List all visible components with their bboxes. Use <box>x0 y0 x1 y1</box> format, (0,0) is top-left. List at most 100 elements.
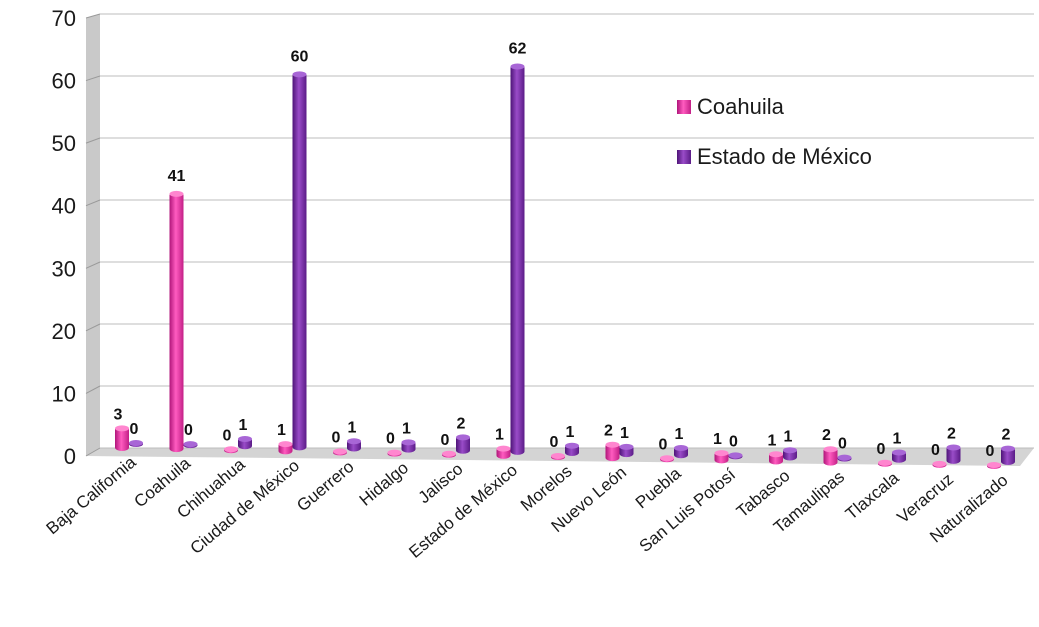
bar-body <box>169 191 184 453</box>
side-wall <box>86 14 100 456</box>
bar-cap <box>605 441 620 448</box>
bar <box>605 441 620 462</box>
legend-label: Coahuila <box>697 94 785 119</box>
gridline-depth <box>85 385 101 394</box>
bar-cap <box>224 446 238 453</box>
data-label: 2 <box>822 427 831 444</box>
data-label: 1 <box>784 428 793 445</box>
bar <box>987 462 1001 469</box>
bar-cap <box>292 71 307 78</box>
data-label: 1 <box>620 425 629 442</box>
category-label: Hidalgo <box>356 458 412 510</box>
bar <box>292 71 307 451</box>
y-tick-label: 60 <box>52 69 76 94</box>
data-label: 0 <box>184 422 193 439</box>
bar-cap <box>333 448 347 455</box>
bar-cap <box>169 190 184 197</box>
bar <box>347 438 361 452</box>
legend-swatch <box>677 150 691 164</box>
bar <box>660 455 674 463</box>
bar <box>932 460 947 468</box>
legend: Coahuila Estado de México <box>677 94 872 169</box>
bar <box>892 449 906 463</box>
data-label: 0 <box>838 436 847 453</box>
bar-cap <box>946 444 961 451</box>
gridlines <box>85 13 1034 457</box>
bar <box>551 453 565 460</box>
bar-body <box>510 64 525 455</box>
data-label: 2 <box>457 415 466 432</box>
bar-cap <box>115 425 129 432</box>
data-label: 0 <box>441 432 450 449</box>
bar-cap <box>238 436 252 443</box>
bar-cap <box>347 438 361 445</box>
legend-item: Estado de México <box>677 144 872 169</box>
data-label: 0 <box>877 441 886 458</box>
bar-body <box>946 445 961 464</box>
bar <box>115 425 129 451</box>
data-label: 1 <box>402 420 411 437</box>
data-label: 0 <box>223 427 232 444</box>
bar <box>238 436 252 450</box>
gridline-depth <box>85 199 101 207</box>
bar-cap <box>837 454 852 461</box>
legend-label: Estado de México <box>697 144 872 169</box>
bar-cap <box>387 449 402 456</box>
bar <box>946 444 961 464</box>
bar <box>878 459 892 467</box>
category-label: Jalisco <box>415 459 467 507</box>
data-label: 0 <box>729 433 738 450</box>
bar-cap <box>892 449 906 456</box>
bar-cap <box>769 451 783 458</box>
y-tick-label: 0 <box>64 444 76 469</box>
data-label: 1 <box>768 432 777 449</box>
bar <box>183 441 198 449</box>
gridline-depth <box>85 447 101 457</box>
bar-cap <box>674 445 688 452</box>
bar-cap <box>129 440 143 446</box>
data-label: 0 <box>986 443 995 460</box>
bar <box>714 450 729 464</box>
y-tick-label: 20 <box>52 319 76 344</box>
category-label: Puebla <box>632 463 685 512</box>
data-label: 1 <box>566 424 575 441</box>
y-tick-label: 50 <box>52 131 76 156</box>
gridline-depth <box>85 75 101 82</box>
data-label: 1 <box>893 431 902 448</box>
category-label: Baja California <box>43 452 140 538</box>
data-label: 1 <box>495 427 504 444</box>
bar <box>224 446 238 454</box>
bar-cap <box>442 450 456 457</box>
bar-body <box>115 426 129 451</box>
y-tick-label: 70 <box>52 6 76 31</box>
bar-cap <box>619 443 634 450</box>
data-label: 0 <box>659 436 668 453</box>
data-label: 2 <box>604 423 613 440</box>
bar-cap <box>456 434 470 441</box>
data-label: 0 <box>130 421 139 438</box>
data-label: 1 <box>277 422 286 439</box>
gridline-depth <box>85 13 101 19</box>
bar-cap <box>823 446 838 453</box>
bar-body <box>292 72 307 451</box>
data-label: 2 <box>947 425 956 442</box>
category-label: San Luis Potosí <box>636 465 740 556</box>
bar-cap <box>714 450 729 457</box>
legend-item: Coahuila <box>677 94 785 119</box>
bar <box>728 452 743 460</box>
bar-body <box>605 442 620 462</box>
data-label: 62 <box>509 40 527 57</box>
bar <box>674 445 688 459</box>
legend-swatch <box>677 100 691 114</box>
bar-cap <box>401 439 416 446</box>
bar <box>401 439 416 453</box>
bar <box>129 440 143 447</box>
bar-cap <box>278 441 293 448</box>
y-tick-label: 40 <box>52 194 76 219</box>
data-label: 0 <box>550 434 559 451</box>
y-tick-label: 10 <box>52 381 76 406</box>
bar <box>496 445 511 459</box>
